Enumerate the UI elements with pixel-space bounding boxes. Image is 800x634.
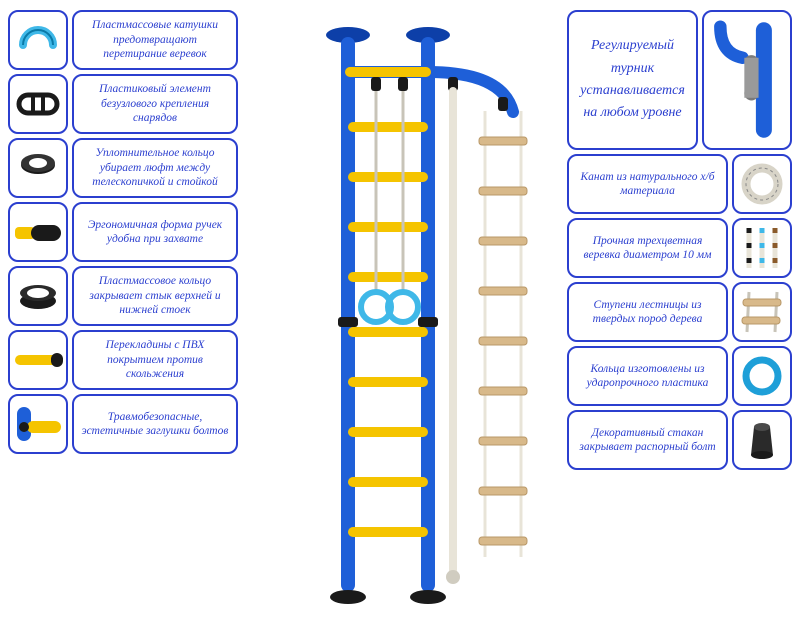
feature-text: Кольца изготовлены из ударопрочного плас… [567, 346, 728, 406]
feature-text: Уплотнительное кольцо убирает люфт между… [72, 138, 238, 198]
spool-icon [8, 10, 68, 70]
wood-steps-icon [732, 282, 792, 342]
feature-impact-rings: Кольца изготовлены из ударопрочного плас… [567, 346, 792, 406]
left-feature-column: Пластмассовые катушки предотвращают пере… [8, 10, 238, 624]
feature-text: Регулируемый турник устанавливается на л… [567, 10, 698, 150]
feature-adjust-bar: Регулируемый турник устанавливается на л… [567, 10, 792, 150]
feature-seal-ring: Уплотнительное кольцо убирает люфт между… [8, 138, 238, 198]
pvc-rung-icon [8, 330, 68, 390]
feature-spool: Пластмассовые катушки предотвращают пере… [8, 10, 238, 70]
plastic-link-icon [8, 74, 68, 134]
feature-pvc-rung: Перекладины с ПВХ покрытием против сколь… [8, 330, 238, 390]
right-feature-column: Регулируемый турник устанавливается на л… [567, 10, 792, 624]
feature-text: Канат из натурального х/б материала [567, 154, 728, 214]
rope-icon [732, 154, 792, 214]
feature-deco-cup: Декоративный стакан закрывает распорный … [567, 410, 792, 470]
wall-bars-illustration [253, 17, 553, 617]
feature-text: Травмобезопасные, эстетичные заглушки бо… [72, 394, 238, 454]
infographic-container: Пластмассовые катушки предотвращают пере… [0, 0, 800, 634]
deco-cup-icon [732, 410, 792, 470]
feature-ergo-handle: Эргономичная форма ручек удобна при захв… [8, 202, 238, 262]
feature-text: Эргономичная форма ручек удобна при захв… [72, 202, 238, 262]
seal-ring-icon [8, 138, 68, 198]
feature-text: Перекладины с ПВХ покрытием против сколь… [72, 330, 238, 390]
feature-bolt-cap: Травмобезопасные, эстетичные заглушки бо… [8, 394, 238, 454]
feature-text: Пластмассовое кольцо закрывает стык верх… [72, 266, 238, 326]
feature-text: Ступени лестницы из твердых пород дерева [567, 282, 728, 342]
product-image [238, 10, 567, 624]
feature-rope: Канат из натурального х/б материала [567, 154, 792, 214]
feature-text: Декоративный стакан закрывает распорный … [567, 410, 728, 470]
feature-joint-ring: Пластмассовое кольцо закрывает стык верх… [8, 266, 238, 326]
impact-rings-icon [732, 346, 792, 406]
tricolor-rope-icon [732, 218, 792, 278]
ergo-handle-icon [8, 202, 68, 262]
feature-text: Прочная трехцветная веревка диаметром 10… [567, 218, 728, 278]
feature-plastic-link: Пластиковый элемент безузлового креплени… [8, 74, 238, 134]
joint-ring-icon [8, 266, 68, 326]
bolt-cap-icon [8, 394, 68, 454]
feature-text: Пластмассовые катушки предотвращают пере… [72, 10, 238, 70]
feature-tricolor-rope: Прочная трехцветная веревка диаметром 10… [567, 218, 792, 278]
feature-text: Пластиковый элемент безузлового креплени… [72, 74, 238, 134]
feature-wood-steps: Ступени лестницы из твердых пород дерева [567, 282, 792, 342]
adjust-bar-icon [702, 10, 792, 150]
